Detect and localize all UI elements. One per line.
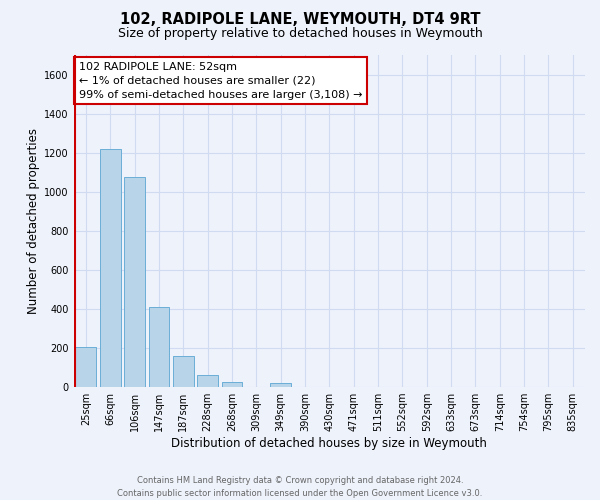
Bar [221,382,242,387]
Bar [149,307,169,387]
Bar [124,177,145,387]
Bar [197,376,218,387]
Bar [270,383,291,387]
Text: Size of property relative to detached houses in Weymouth: Size of property relative to detached ho… [118,28,482,40]
Bar [173,356,194,387]
Text: Contains HM Land Registry data © Crown copyright and database right 2024.
Contai: Contains HM Land Registry data © Crown c… [118,476,482,498]
Bar [100,149,121,387]
Text: 102, RADIPOLE LANE, WEYMOUTH, DT4 9RT: 102, RADIPOLE LANE, WEYMOUTH, DT4 9RT [120,12,480,28]
X-axis label: Distribution of detached houses by size in Weymouth: Distribution of detached houses by size … [172,437,487,450]
Y-axis label: Number of detached properties: Number of detached properties [27,128,40,314]
Text: 102 RADIPOLE LANE: 52sqm
← 1% of detached houses are smaller (22)
99% of semi-de: 102 RADIPOLE LANE: 52sqm ← 1% of detache… [79,62,362,100]
Bar [76,346,96,387]
